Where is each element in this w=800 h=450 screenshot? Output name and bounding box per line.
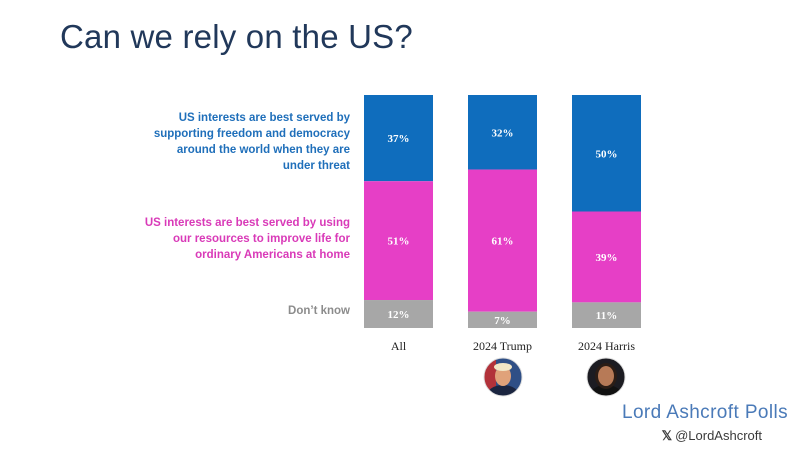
candidate-avatars [483, 357, 626, 397]
brand-name: Lord Ashcroft Polls [621, 402, 788, 423]
data-label-3-3: 11% [596, 310, 617, 322]
trump-portrait-icon [483, 357, 523, 397]
bar-segment-3-1 [364, 300, 433, 328]
category-label-3: 2024 Harris [578, 339, 635, 353]
data-label-3-2: 7% [494, 315, 511, 327]
category-label-1: All [391, 339, 407, 353]
data-label-1-2: 32% [492, 127, 514, 139]
brand-handle: 𝕏 @LordAshcroft [662, 428, 762, 444]
chart-title: Can we rely on the US? [60, 18, 413, 55]
data-label-2-3: 39% [596, 252, 618, 264]
bar-segment-2-2 [468, 169, 537, 312]
bar-segment-2-3 [572, 211, 641, 303]
legend-label-democracy: US interests are best served by supporti… [153, 112, 350, 172]
bar-segment-1-2 [468, 95, 537, 170]
harris-portrait-icon [586, 357, 626, 397]
data-label-2-2: 61% [492, 236, 514, 248]
chart-bars: 37% 51% 12% All 32% 61% 7% 2024 Trump 50% 39% 11% 2… [364, 95, 641, 353]
data-label-1-3: 50% [596, 148, 618, 160]
bar-segment-3-2 [468, 311, 537, 328]
data-label-3-1: 12% [388, 309, 410, 321]
data-label-1-1: 37% [388, 133, 410, 145]
brand-handle-text: @LordAshcroft [675, 428, 762, 443]
bar-segment-1-1 [364, 95, 433, 182]
legend-label-dont-know: Don’t know [288, 305, 350, 317]
x-logo-icon: 𝕏 [661, 428, 673, 443]
bar-segment-3-3 [572, 302, 641, 328]
bar-segment-1-3 [572, 95, 641, 212]
legend-label-home: US interests are best served by using ou… [144, 217, 350, 261]
data-label-2-1: 51% [388, 236, 410, 248]
bar-segment-2-1 [364, 181, 433, 301]
category-label-2: 2024 Trump [473, 339, 532, 353]
